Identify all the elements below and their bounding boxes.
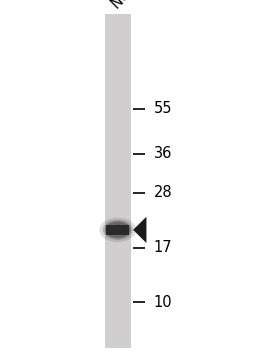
Text: 28: 28 <box>154 185 172 200</box>
Text: NCCIT: NCCIT <box>109 0 151 11</box>
Polygon shape <box>133 217 146 243</box>
Text: 36: 36 <box>154 146 172 161</box>
Bar <box>105 14 131 348</box>
Ellipse shape <box>108 225 127 235</box>
Ellipse shape <box>99 218 136 242</box>
Ellipse shape <box>103 220 133 240</box>
Text: 55: 55 <box>154 101 172 116</box>
Bar <box>106 225 129 235</box>
Text: 10: 10 <box>154 295 172 310</box>
Ellipse shape <box>105 222 131 238</box>
Text: 17: 17 <box>154 240 172 256</box>
